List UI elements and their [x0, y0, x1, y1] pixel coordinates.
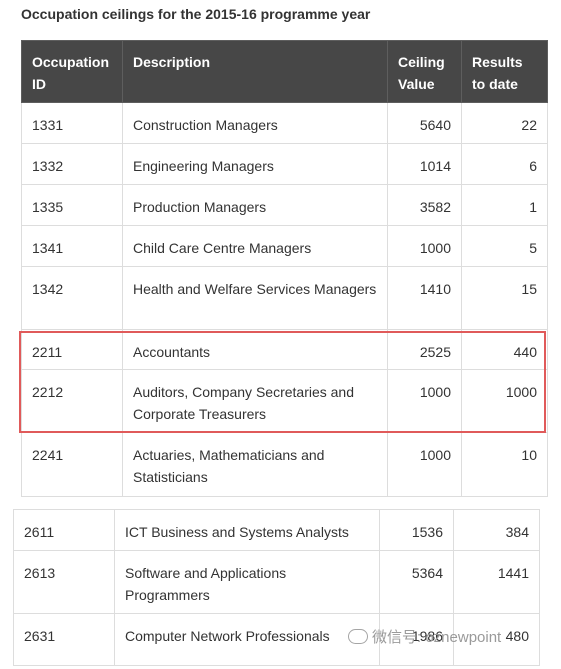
cell-id: 2613 [13, 550, 115, 614]
cell-ceiling: 1000 [387, 225, 462, 267]
cell-results: 480 [453, 613, 540, 666]
table-row: 2212 Auditors, Company Secretaries and C… [21, 369, 548, 433]
table-row: 1331 Construction Managers 5640 22 [21, 102, 548, 144]
cell-ceiling: 5364 [379, 550, 454, 614]
cell-results: 5 [461, 225, 548, 267]
wechat-icon [348, 629, 368, 644]
cell-results: 6 [461, 143, 548, 185]
occupation-table-continued: 2611 ICT Business and Systems Analysts 1… [13, 509, 540, 666]
cell-id: 2241 [21, 432, 123, 497]
watermark: 微信号: oznewpoint [348, 626, 501, 647]
cell-id: 2211 [21, 329, 123, 370]
table-row: 2211 Accountants 2525 440 [21, 329, 548, 370]
cell-description: Actuaries, Mathematicians and Statistici… [122, 432, 388, 497]
cell-description: Software and Applications Programmers [114, 550, 380, 614]
cell-description: ICT Business and Systems Analysts [114, 509, 380, 551]
cell-results: 1 [461, 184, 548, 226]
table-row: 2613 Software and Applications Programme… [13, 550, 540, 614]
table-row: 2611 ICT Business and Systems Analysts 1… [13, 509, 540, 551]
cell-id: 1332 [21, 143, 123, 185]
cell-id: 1335 [21, 184, 123, 226]
cell-id: 2611 [13, 509, 115, 551]
cell-id: 1331 [21, 102, 123, 144]
header-ceiling-value: Ceiling Value [387, 40, 462, 103]
cell-id: 1341 [21, 225, 123, 267]
cell-id: 1342 [21, 266, 123, 330]
cell-ceiling: 3582 [387, 184, 462, 226]
table-row: 1342 Health and Welfare Services Manager… [21, 266, 548, 330]
header-occupation-id: Occupation ID [21, 40, 123, 103]
cell-results: 10 [461, 432, 548, 497]
occupation-table: Occupation ID Description Ceiling Value … [21, 40, 548, 497]
cell-ceiling: 1000 [387, 369, 462, 433]
cell-ceiling: 1410 [387, 266, 462, 330]
table-row: 1341 Child Care Centre Managers 1000 5 [21, 225, 548, 267]
cell-id: 2631 [13, 613, 115, 666]
cell-ceiling: 1536 [379, 509, 454, 551]
cell-description: Construction Managers [122, 102, 388, 144]
cell-results: 440 [461, 329, 548, 370]
cell-results: 22 [461, 102, 548, 144]
cell-description: Child Care Centre Managers [122, 225, 388, 267]
cell-ceiling: 2525 [387, 329, 462, 370]
cell-description: Production Managers [122, 184, 388, 226]
cell-description: Engineering Managers [122, 143, 388, 185]
cell-description: Accountants [122, 329, 388, 370]
cell-ceiling: 1014 [387, 143, 462, 185]
cell-description: Health and Welfare Services Managers [122, 266, 388, 330]
cell-ceiling: 1000 [387, 432, 462, 497]
cell-results: 15 [461, 266, 548, 330]
cell-results: 1441 [453, 550, 540, 614]
cell-results: 1000 [461, 369, 548, 433]
table-row: 2241 Actuaries, Mathematicians and Stati… [21, 432, 548, 497]
cell-description: Computer Network Professionals [114, 613, 380, 666]
cell-ceiling: 5640 [387, 102, 462, 144]
cell-ceiling: 1986 [379, 613, 454, 666]
table-row: 1332 Engineering Managers 1014 6 [21, 143, 548, 185]
header-description: Description [122, 40, 388, 103]
table-header-row: Occupation ID Description Ceiling Value … [21, 40, 548, 103]
table-row: 2631 Computer Network Professionals 1986… [13, 613, 540, 666]
watermark-text: 微信号: oznewpoint [372, 629, 502, 646]
table-row: 1335 Production Managers 3582 1 [21, 184, 548, 226]
cell-description: Auditors, Company Secretaries and Corpor… [122, 369, 388, 433]
page-title: Occupation ceilings for the 2015-16 prog… [21, 6, 371, 22]
cell-results: 384 [453, 509, 540, 551]
header-results-to-date: Results to date [461, 40, 548, 103]
cell-id: 2212 [21, 369, 123, 433]
